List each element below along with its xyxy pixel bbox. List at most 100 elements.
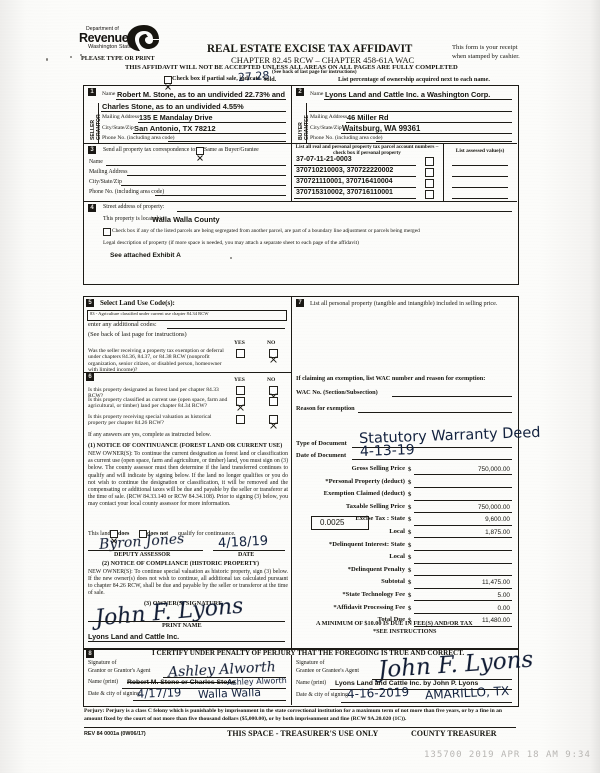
deputy-assessor-label: DEPUTY ASSESSOR	[114, 552, 171, 558]
tax-row-rule	[414, 613, 512, 614]
seller-exemption-no-checkbox[interactable]	[269, 349, 278, 363]
tax-row-value: 1,875.00	[485, 529, 510, 536]
personal-property-checkbox[interactable]	[425, 168, 434, 177]
current-use-no-checkbox[interactable]	[269, 397, 278, 406]
seller-mailing-rule	[138, 122, 286, 123]
correspondence-prompt: Send all property tax correspondence to:	[103, 147, 197, 153]
continuance-date-value: 4/18/19	[217, 533, 269, 552]
grantor-name-rule	[122, 688, 286, 689]
continuance-does-not-label: does not	[147, 531, 169, 537]
personal-property-checkbox[interactable]	[425, 190, 434, 199]
tax-row-value: 750,000.00	[478, 503, 510, 511]
parcel-assessed-divider	[443, 143, 444, 201]
correspondence-phone-rule	[155, 195, 286, 196]
current-use-yes-checkbox[interactable]	[236, 397, 245, 411]
seller-exemption-yes-checkbox[interactable]	[236, 349, 245, 358]
section-number-6: 6	[86, 373, 94, 381]
agency-dept-label: Department of	[86, 26, 119, 32]
forest-land-no-checkbox[interactable]	[269, 386, 278, 400]
seller-name-rule-1	[116, 99, 286, 100]
local-rate-field[interactable]	[311, 516, 369, 530]
land-use-code-value: 83 - Agriculture classified under curren…	[90, 311, 209, 316]
historic-valuation-no-checkbox[interactable]	[269, 415, 278, 429]
dollar-sign: $	[408, 503, 412, 511]
classification-no-header: NO	[267, 377, 276, 383]
tax-row-rule	[414, 487, 512, 488]
same-as-buyer-checkbox[interactable]	[196, 147, 204, 161]
minimum-fee-note-1: A MINIMUM OF $10.00 IS DUE IN FEE(S) AND…	[316, 620, 473, 627]
seller-mailing-label: Mailing Address	[102, 114, 140, 120]
agency-state-label: Washington State	[88, 44, 132, 50]
street-address-rule	[177, 211, 512, 212]
section-number-1: 1	[88, 88, 96, 96]
tax-row-value: 5.00	[497, 592, 510, 599]
buyer-mailing-value: 46 Miller Rd	[347, 113, 389, 122]
continuance-does-checkbox[interactable]	[110, 530, 118, 544]
scan-speckle	[230, 257, 232, 259]
legal-description-label: Legal description of property (if more s…	[103, 240, 359, 246]
tax-row-label: Subtotal	[381, 578, 405, 586]
assessed-value-rule	[452, 176, 508, 177]
section-number-2: 2	[296, 88, 304, 96]
grantee-signature-label-1: Signature of	[296, 660, 325, 666]
grantee-signature-label-2: Grantee or Grantee's Agent	[296, 668, 360, 674]
agency-name-label: Revenue	[79, 31, 129, 45]
please-type-label: PLEASE TYPE OR PRINT	[81, 55, 155, 62]
buyer-vertical-label: BUYER GRANTEE	[298, 115, 310, 140]
personal-property-checkbox[interactable]	[425, 179, 434, 188]
tax-row-rule	[414, 537, 512, 539]
tax-row-label: Local	[389, 553, 405, 561]
land-use-code-field[interactable]	[87, 310, 287, 321]
parcel-header: List all real and personal property tax …	[295, 144, 439, 156]
partial-sale-label: Check box if partial sale, indicate %	[172, 75, 269, 82]
owner-signature-label: (3) OWNER(S) SIGNATURE	[144, 600, 223, 607]
party-section-divider	[83, 143, 517, 144]
scan-speckle	[46, 58, 48, 61]
forest-land-yes-checkbox[interactable]	[236, 386, 245, 395]
tax-row-rule	[414, 562, 512, 564]
personal-property-checkbox[interactable]	[425, 157, 434, 166]
assessed-value-rule	[452, 198, 508, 199]
dollar-sign: $	[408, 566, 412, 574]
dollar-sign: $	[408, 491, 412, 499]
historic-valuation-yes-checkbox[interactable]	[236, 415, 245, 424]
document-date-value: 4-13-19	[359, 442, 415, 460]
dollar-sign: $	[408, 478, 412, 486]
segregated-parcels-checkbox[interactable]	[103, 228, 111, 236]
form-lower-block	[83, 296, 519, 650]
located-in-label: This property is located in	[103, 216, 164, 222]
grantee-name-rule	[330, 689, 512, 690]
correspondence-citystatezip-label: City/State/Zip	[89, 179, 122, 185]
correspondence-mailing-rule	[127, 175, 286, 176]
tax-row-rule	[414, 512, 512, 514]
historic-heading: (2) NOTICE OF COMPLIANCE (HISTORIC PROPE…	[102, 561, 260, 567]
grantor-date-value: 4/17/19	[136, 685, 182, 701]
seller-citystatezip-label: City/State/Zip	[102, 125, 134, 131]
certification-block	[83, 648, 519, 707]
correspondence-phone-label: Phone No. (including area code)	[89, 189, 165, 195]
grantor-name-printed: Robert M. Stone or Charles Stone	[127, 679, 236, 686]
personal-property-prompt: List all personal property (tangible and…	[310, 300, 498, 307]
historic-valuation-question: Is this property receiving special valua…	[88, 414, 212, 427]
historic-body: NEW OWNER(S): To continue special valuat…	[88, 569, 288, 597]
tax-row-label: *Affidavit Processing Fee	[333, 603, 405, 611]
current-use-question: Is this property classified as current u…	[88, 397, 228, 410]
wac-number-rule	[392, 396, 512, 397]
tax-row-label: Excise Tax : State	[355, 515, 405, 523]
seller-mailing-value: 135 E Mandalay Drive	[139, 113, 213, 122]
assessor-date-rule	[213, 550, 285, 551]
exemption-claim-prompt: If claiming an exemption, list WAC numbe…	[296, 375, 486, 382]
correspondence-name-rule	[106, 165, 286, 166]
tax-row-label: Exemption Claimed (deduct)	[323, 490, 405, 498]
buyer-mailing-rule	[346, 122, 512, 123]
partial-sale-checkbox[interactable]	[164, 76, 172, 90]
grantee-date-rule	[341, 702, 512, 703]
landuse-no-header: NO	[267, 340, 276, 346]
continuance-does-not-checkbox[interactable]	[139, 530, 147, 538]
treasurer-stamp: 135700 2019 APR 18 AM 9:34	[424, 750, 591, 760]
section-number-4: 4	[88, 204, 96, 212]
perjury-notice: Perjury: Perjury is a class C felony whi…	[84, 708, 503, 722]
tax-row-label: Taxable Selling Price	[345, 502, 405, 510]
scan-speckle	[80, 54, 82, 56]
